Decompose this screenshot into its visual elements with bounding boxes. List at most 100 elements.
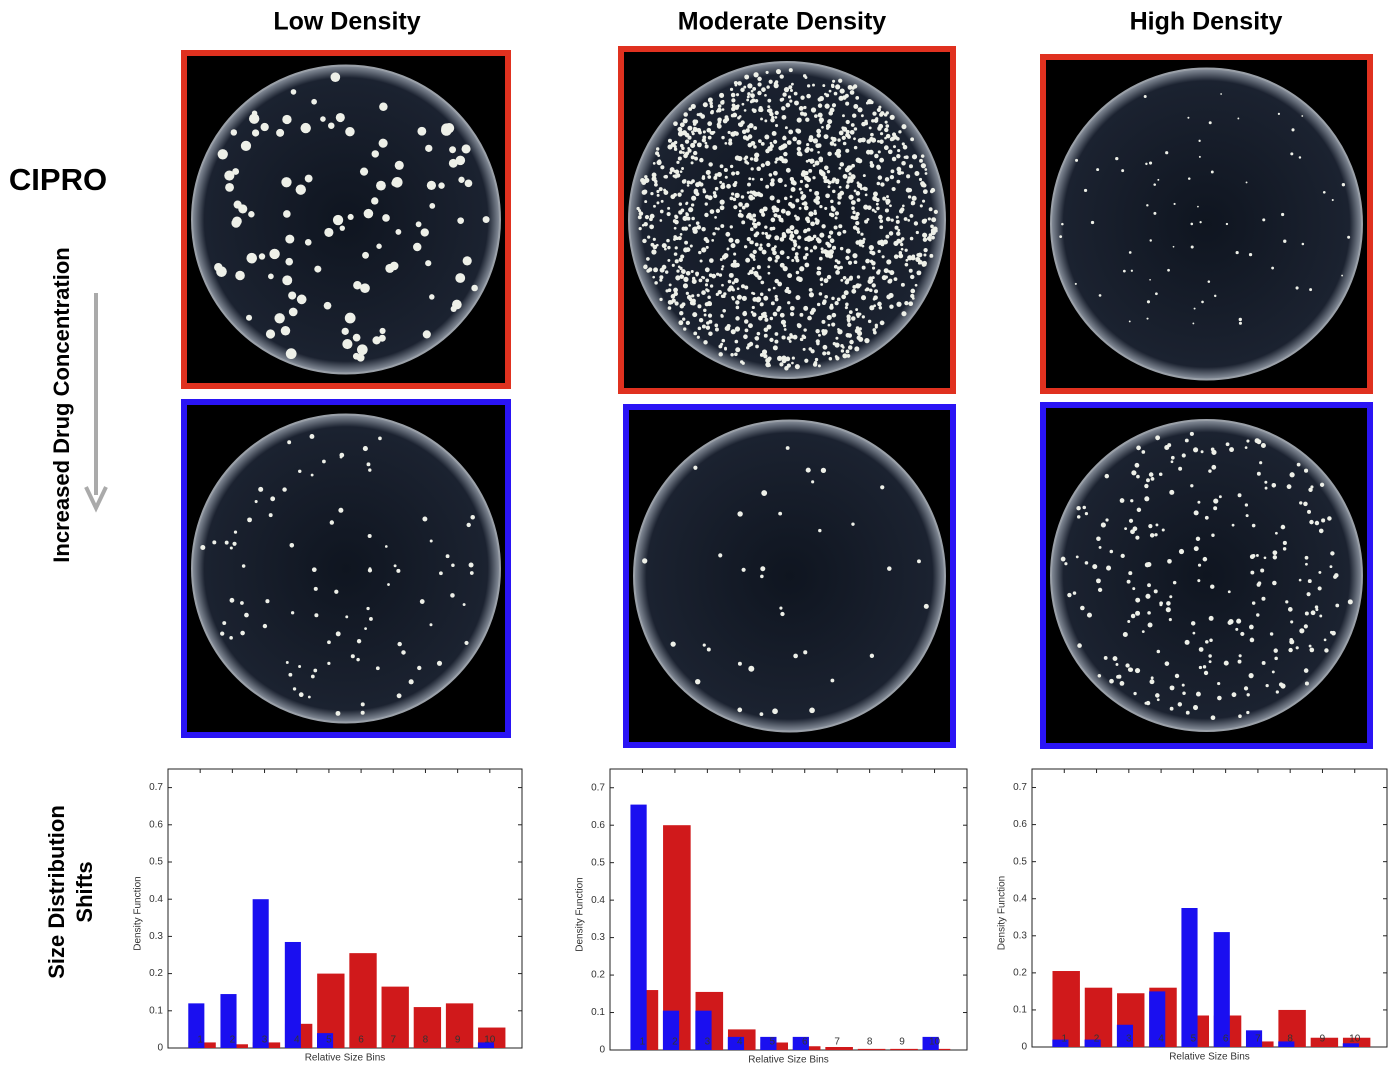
colony [869,305,875,311]
colony [910,255,916,261]
colony [850,174,856,180]
colony [1075,158,1079,162]
colony [754,152,760,158]
colony [825,241,830,246]
colony [1269,632,1274,636]
colony [721,265,725,268]
colony [900,237,905,241]
colony [746,346,750,350]
colony [908,268,913,273]
colony [1210,170,1214,174]
colony [653,204,656,208]
colony [1213,506,1218,511]
colony [824,206,828,210]
colony [1303,501,1308,507]
colony [852,84,858,89]
colony [759,302,764,307]
colony [891,186,896,192]
colony [1193,510,1199,516]
colony [930,187,936,193]
colony [1238,317,1242,322]
colony [856,275,861,279]
colony [426,180,437,191]
colony [1304,681,1309,686]
x-tick-label: 6 [802,1037,808,1048]
colony [773,213,778,218]
colony [853,127,858,131]
colony [748,341,754,347]
colony [785,286,790,291]
colony [760,141,765,146]
column-title: Moderate Density [678,8,886,36]
colony [847,176,852,180]
colony [805,252,809,257]
colony [751,305,755,310]
colony [818,333,821,337]
colony [1159,601,1163,606]
colony [799,337,804,342]
colony [1210,584,1215,589]
colony [808,292,815,298]
colony [793,653,798,659]
colony [1243,686,1249,691]
colony [770,117,775,123]
colony [791,361,794,365]
colony [928,207,933,212]
colony [822,299,827,304]
colony [1319,614,1323,618]
colony [864,193,868,197]
colony [1237,117,1240,120]
y-tick-label: 0.3 [591,932,605,943]
colony [708,273,713,278]
colony [868,245,874,251]
colony [229,636,233,640]
colony [747,272,751,276]
colony [1330,551,1335,556]
colony [865,258,870,264]
colony [738,115,742,118]
colony [329,520,335,525]
colony [881,255,885,259]
colony [1202,665,1207,669]
colony [667,306,672,310]
colony [914,170,920,176]
colony [638,227,642,231]
colony [880,182,885,187]
colony [759,208,765,214]
colony [759,292,764,296]
x-tick-label: 1 [1061,1034,1067,1045]
colony [1146,317,1149,320]
colony [248,211,255,218]
colony [751,177,755,181]
colony [469,571,474,575]
colony [842,229,847,234]
colony [682,118,688,124]
colony [920,163,926,169]
colony [1130,499,1134,503]
colony [876,181,881,186]
colony [785,102,791,108]
colony [845,302,849,307]
colony [844,93,849,98]
colony [798,206,802,210]
colony [827,185,831,189]
colony [855,211,860,217]
colony [853,189,857,193]
colony [802,201,808,206]
colony [324,227,334,237]
y-tick-label: 0 [157,1043,163,1054]
colony [758,139,762,143]
colony [885,133,891,139]
colony [851,522,855,526]
colony [833,91,838,96]
colony [707,295,711,300]
colony [262,623,268,629]
size-label: Size Distribution [44,805,69,979]
colony [707,121,713,127]
colony [923,248,928,253]
colony [679,274,685,279]
colony [889,137,894,142]
colony [1149,679,1155,685]
colony [719,199,725,205]
colony [886,259,892,265]
